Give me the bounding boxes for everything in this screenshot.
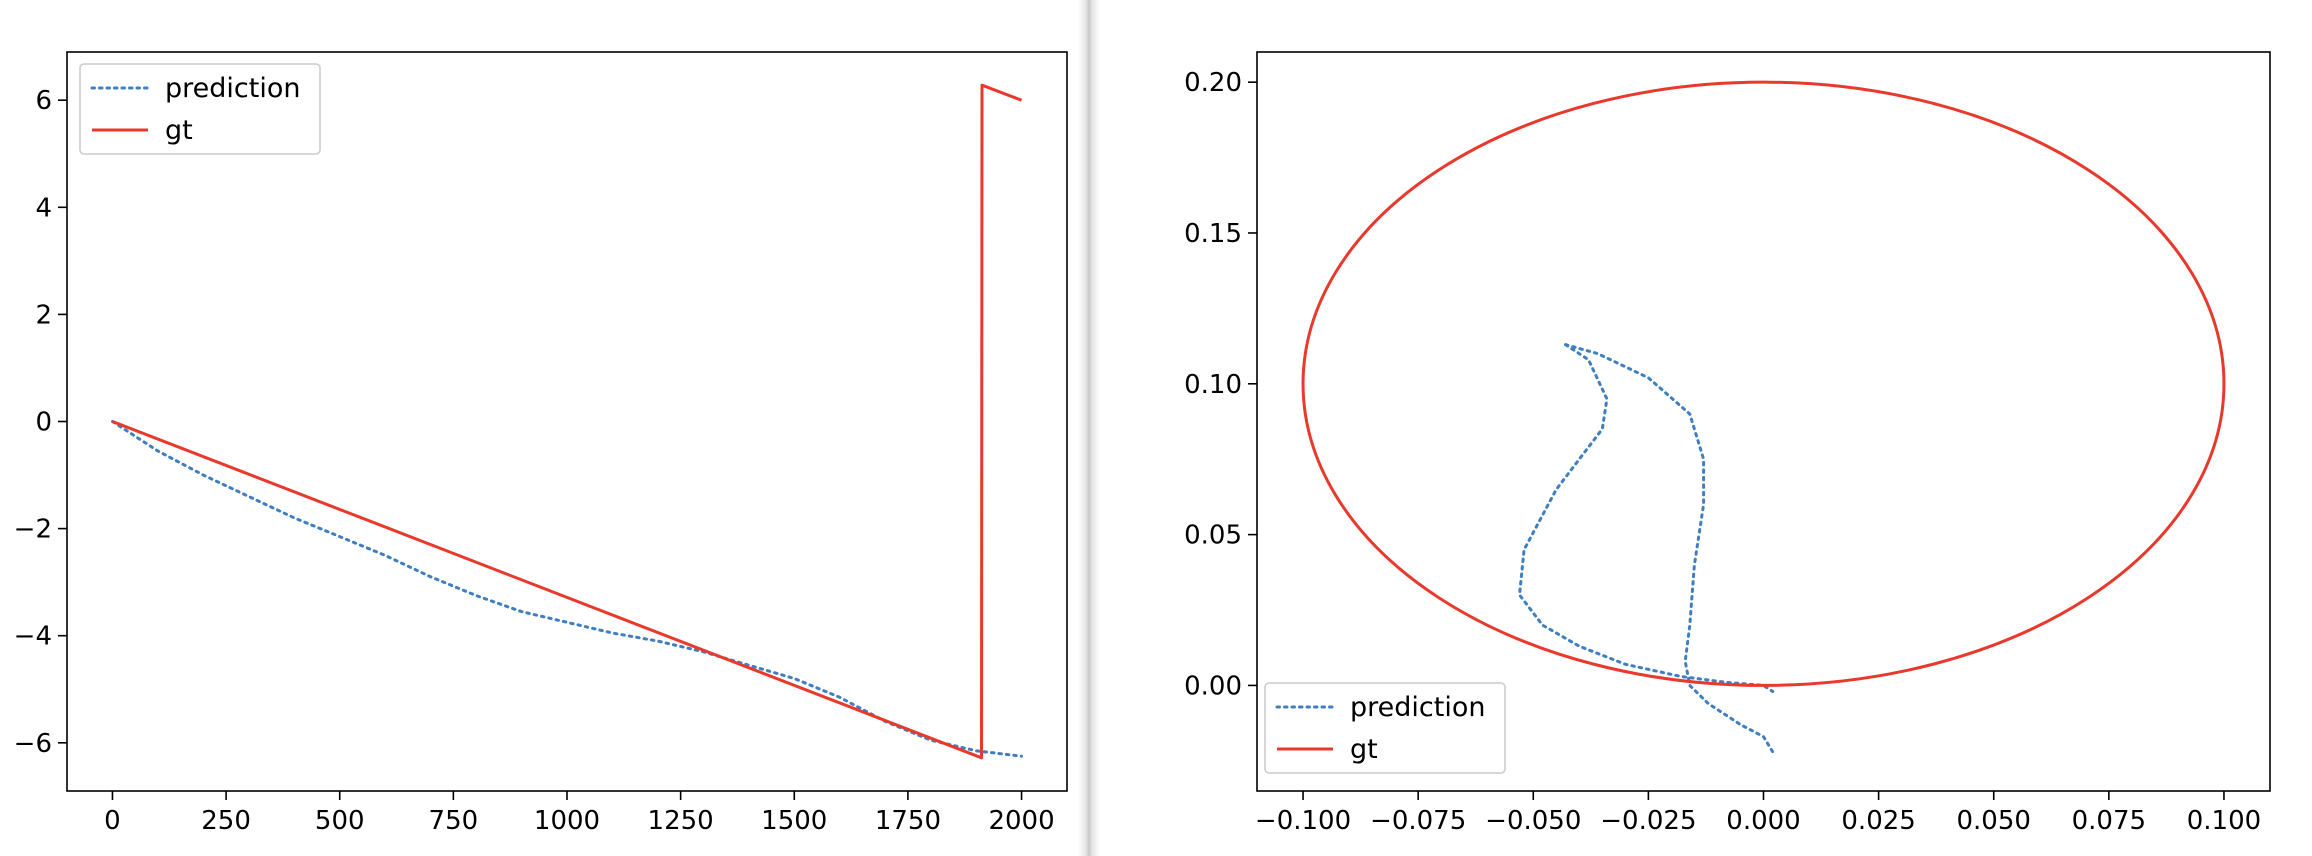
- x-tick-label: 1250: [648, 806, 714, 836]
- y-tick-label: 0.05: [1184, 521, 1242, 551]
- plot-area-left: [66, 51, 1068, 792]
- x-tick-label: 0.025: [1841, 806, 1915, 836]
- y-tick-label: 0: [35, 408, 52, 438]
- series-prediction: [1518, 343, 1775, 754]
- legend-left: prediction gt: [79, 63, 321, 155]
- y-axis-left: −6 −4 −2 0 2 4 6: [14, 86, 67, 759]
- x-tick-label: 250: [201, 806, 251, 836]
- x-tick-label: 750: [429, 806, 479, 836]
- x-tick-label: 500: [315, 806, 365, 836]
- y-tick-label: −4: [14, 622, 52, 652]
- x-tick-label: 1000: [534, 806, 600, 836]
- y-axis-right: 0.00 0.05 0.10 0.15 0.20: [1184, 68, 1257, 701]
- series-gt: [111, 83, 1023, 760]
- chart-left: 0 250 500 750 1000 1250 1500 1750 2000 −6 −4 −2 0 2 4…: [14, 51, 1068, 836]
- x-tick-label: 0.050: [1957, 806, 2031, 836]
- y-tick-label: 6: [35, 86, 52, 116]
- x-tick-label: −0.100: [1255, 806, 1351, 836]
- x-tick-label: 2000: [988, 806, 1054, 836]
- legend-label-gt: gt: [1350, 734, 1378, 765]
- x-tick-label: −0.050: [1485, 806, 1581, 836]
- y-tick-label: 0.15: [1184, 219, 1242, 249]
- x-axis-left: 0 250 500 750 1000 1250 1500 1750 2000: [104, 791, 1055, 836]
- y-tick-label: 0.10: [1184, 370, 1242, 400]
- plot-area-right: [1256, 51, 2271, 792]
- y-tick-label: 0.00: [1184, 671, 1242, 701]
- legend-label-prediction: prediction: [165, 73, 300, 104]
- x-tick-label: 0.075: [2072, 806, 2146, 836]
- x-tick-label: 1500: [761, 806, 827, 836]
- series-right: [1301, 80, 2226, 754]
- series-gt: [1301, 80, 2226, 687]
- series-prediction: [111, 420, 1023, 758]
- series-left: [111, 83, 1023, 760]
- chart-right: −0.100 −0.075 −0.050 −0.025 0.000 0.025 0.050 0…: [1184, 51, 2271, 836]
- y-tick-label: 2: [35, 300, 52, 330]
- x-tick-label: −0.075: [1370, 806, 1466, 836]
- window-divider: [1078, 0, 1100, 856]
- x-tick-label: 0: [104, 806, 121, 836]
- x-tick-label: 1750: [875, 806, 941, 836]
- x-axis-right: −0.100 −0.075 −0.050 −0.025 0.000 0.025 0.050 0…: [1255, 791, 2261, 836]
- legend-right: prediction gt: [1264, 682, 1506, 774]
- x-tick-label: 0.100: [2187, 806, 2261, 836]
- legend-label-prediction: prediction: [1350, 692, 1485, 723]
- x-tick-label: 0.000: [1726, 806, 1800, 836]
- x-tick-label: −0.025: [1600, 806, 1696, 836]
- y-tick-label: −2: [14, 515, 52, 545]
- legend-label-gt: gt: [165, 115, 193, 146]
- y-tick-label: −6: [14, 729, 52, 759]
- y-tick-label: 4: [35, 193, 52, 223]
- y-tick-label: 0.20: [1184, 68, 1242, 98]
